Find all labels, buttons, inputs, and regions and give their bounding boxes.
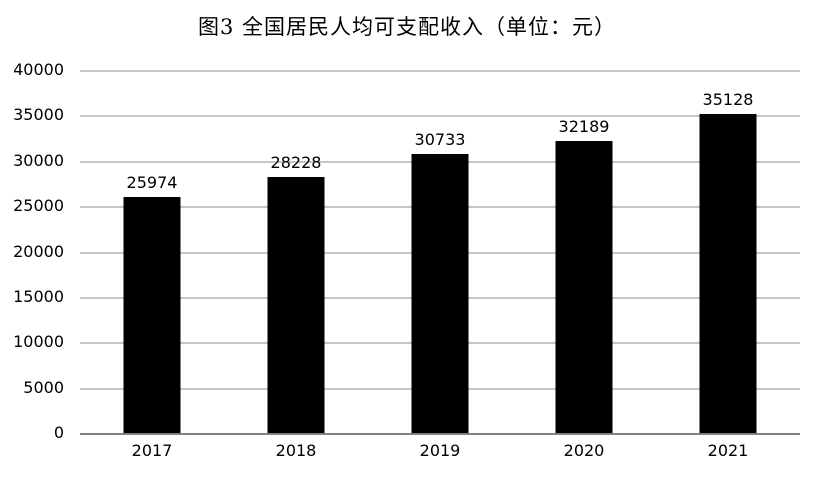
y-axis-tick-label: 25000 [13,196,64,216]
bar-value-label: 28228 [270,152,322,172]
bar-slot: 25974 [80,70,224,433]
y-axis-tick-label: 40000 [13,60,64,79]
bar [411,154,469,433]
bar [699,114,757,433]
bar [267,176,325,433]
plot-area: 25974 28228 30733 32189 35128 [80,70,800,435]
bar [123,197,181,433]
bar-slot: 32189 [512,70,656,433]
bar-value-label: 30733 [414,130,466,150]
gridline [80,70,800,72]
bar-value-label: 25974 [126,173,178,193]
x-axis-tick-label: 2019 [419,441,461,460]
y-axis-tick-label: 5000 [23,377,64,397]
x-axis-tick-label: 2021 [707,441,749,460]
bar-value-label: 32189 [558,116,610,136]
y-axis-tick-label: 0 [53,423,64,442]
y-axis-tick-label: 20000 [13,241,64,261]
y-axis-tick-label: 15000 [13,286,64,306]
y-axis-tick-label: 30000 [13,150,64,170]
y-axis-tick-label: 10000 [13,332,64,352]
bar-value-label: 35128 [702,90,754,110]
y-axis: 0 5000 10000 15000 20000 25000 30000 35000 40000 [0,62,64,441]
x-axis-tick-label: 2017 [131,441,173,460]
bar-slot: 28228 [224,70,368,433]
bar-slot: 30733 [368,70,512,433]
bar [555,140,613,433]
y-axis-tick-label: 35000 [13,105,64,125]
bar-slot: 35128 [656,70,800,433]
x-axis-tick-label: 2018 [275,441,317,460]
x-axis-tick-label: 2020 [563,441,605,460]
chart-title: 图3 全国居民人均可支配收入（单位：元） [197,15,617,39]
x-axis: 2017 2018 2019 2020 2021 [80,443,800,473]
gridline [80,115,800,117]
